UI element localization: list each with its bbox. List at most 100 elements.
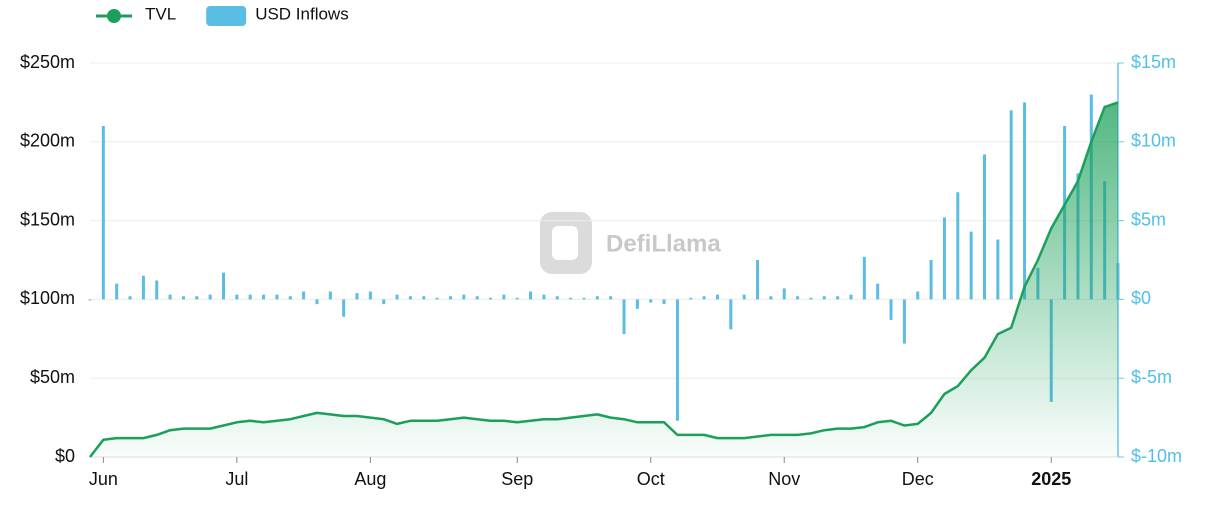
inflow-bar xyxy=(355,293,359,300)
inflow-bar xyxy=(475,296,479,300)
inflow-bar xyxy=(675,299,679,421)
inflow-bar xyxy=(368,291,372,300)
inflow-bar xyxy=(729,299,733,330)
inflow-bar xyxy=(822,296,826,300)
x-tick-label: 2025 xyxy=(1031,469,1071,489)
inflow-bar xyxy=(662,299,666,305)
inflow-bar xyxy=(782,288,786,300)
inflow-bar xyxy=(649,299,653,303)
inflow-bar xyxy=(996,239,1000,300)
y-tick-label: $200m xyxy=(20,131,75,151)
inflow-bar xyxy=(635,299,639,309)
inflow-bar xyxy=(342,299,346,317)
y-tick-label: $250m xyxy=(20,52,75,72)
legend-swatch xyxy=(206,6,247,26)
x-tick-label: Aug xyxy=(354,469,386,489)
inflow-bar xyxy=(756,260,760,300)
inflow-bar xyxy=(235,294,239,300)
inflow-bar xyxy=(569,297,573,300)
inflow-bar xyxy=(101,126,105,300)
y2-tick-label: $-5m xyxy=(1131,367,1172,387)
inflow-bar xyxy=(702,296,706,300)
y2-tick-label: $5m xyxy=(1131,209,1166,229)
inflow-bar xyxy=(195,296,199,300)
legend-label: USD Inflows xyxy=(255,4,349,23)
inflow-bar xyxy=(1009,110,1013,300)
inflow-bar xyxy=(1023,102,1027,300)
inflow-bar xyxy=(582,297,586,300)
watermark-logo xyxy=(540,212,592,274)
y2-tick-label: $-10m xyxy=(1131,446,1182,466)
y-tick-label: $0 xyxy=(55,446,75,466)
inflow-bar xyxy=(969,231,973,300)
inflow-bar xyxy=(222,272,226,300)
x-tick-label: Sep xyxy=(501,469,533,489)
x-tick-label: Dec xyxy=(902,469,934,489)
legend-dot xyxy=(107,9,121,23)
inflow-bar xyxy=(515,297,519,300)
inflow-bar xyxy=(382,299,386,305)
inflow-bar xyxy=(168,294,172,300)
inflow-bar xyxy=(622,299,626,335)
inflow-bar xyxy=(529,291,533,300)
legend: TVL USD Inflows xyxy=(96,4,349,26)
y-tick-label: $50m xyxy=(30,367,75,387)
inflow-bar xyxy=(462,294,466,300)
inflow-bar xyxy=(902,299,906,344)
inflow-bar xyxy=(809,297,813,300)
inflow-bar xyxy=(769,296,773,300)
inflow-bar xyxy=(288,296,292,300)
inflow-bar xyxy=(208,294,212,300)
inflow-bar xyxy=(742,294,746,300)
inflow-bar xyxy=(128,296,132,300)
inflow-bar xyxy=(715,294,719,300)
inflow-bar xyxy=(181,296,185,300)
inflow-bar xyxy=(849,294,853,300)
inflow-bar xyxy=(609,296,613,300)
inflow-bar xyxy=(489,297,493,300)
inflow-bar xyxy=(328,291,332,300)
inflow-bar xyxy=(302,291,306,300)
x-tick-label: Nov xyxy=(768,469,800,489)
tvl-line xyxy=(89,101,1119,458)
inflow-bar xyxy=(502,294,506,300)
inflow-bar xyxy=(862,256,866,300)
inflow-bar xyxy=(275,294,279,300)
inflow-bar xyxy=(889,299,893,320)
inflow-bar xyxy=(982,154,986,300)
inflow-bar xyxy=(115,283,119,300)
inflow-bar xyxy=(916,291,920,300)
legend-label: TVL xyxy=(145,4,176,23)
tvl-area xyxy=(90,102,1118,458)
inflow-bar xyxy=(836,296,840,300)
y-tick-label: $150m xyxy=(20,209,75,229)
inflow-bar xyxy=(542,294,546,300)
inflow-bar xyxy=(248,294,252,300)
y-tick-label: $100m xyxy=(20,288,75,308)
inflow-bar xyxy=(956,192,960,300)
x-tick-label: Oct xyxy=(637,469,665,489)
inflow-bar xyxy=(408,296,412,300)
inflow-bar xyxy=(262,294,266,300)
inflow-bar xyxy=(422,296,426,300)
y2-tick-label: $15m xyxy=(1131,52,1176,72)
inflow-bar xyxy=(155,280,159,300)
y2-tick-label: $10m xyxy=(1131,131,1176,151)
inflow-bar xyxy=(435,297,439,300)
x-tick-label: Jul xyxy=(225,469,248,489)
y2-tick-label: $0 xyxy=(1131,288,1151,308)
x-tick-label: Jun xyxy=(89,469,118,489)
inflow-bar xyxy=(689,297,693,300)
inflow-bar xyxy=(942,217,946,300)
inflow-bar xyxy=(929,260,933,300)
inflow-bar xyxy=(448,296,452,300)
inflow-bar xyxy=(315,299,319,305)
inflow-bar xyxy=(141,275,145,300)
inflow-bar xyxy=(796,296,800,300)
watermark: DefiLlama xyxy=(606,230,721,257)
inflow-bar xyxy=(595,296,599,300)
inflow-bar xyxy=(88,299,92,301)
inflow-bar xyxy=(555,296,559,300)
inflow-bar xyxy=(876,283,880,300)
